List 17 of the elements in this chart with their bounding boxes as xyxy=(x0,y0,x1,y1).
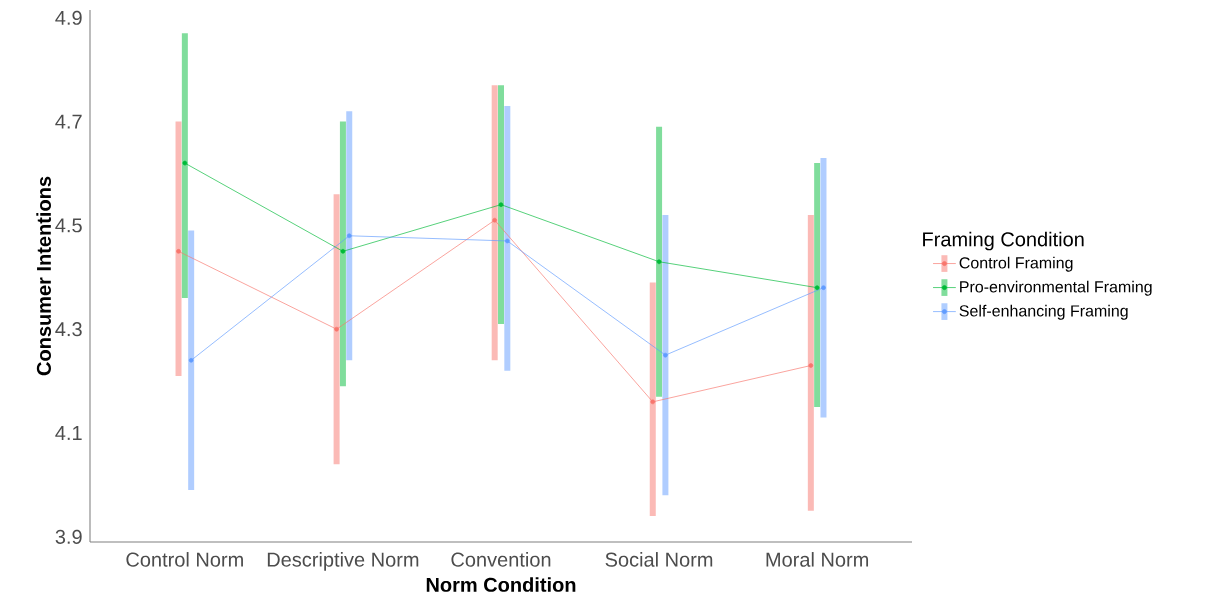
y-axis-title: Consumer Intentions xyxy=(36,176,51,376)
y-tick-label: 4.7 xyxy=(55,114,82,129)
x-tick-label: Social Norm xyxy=(605,552,713,567)
legend-label: Pro-environmental Framing xyxy=(960,280,1152,296)
x-tick-label: Convention xyxy=(451,552,551,567)
x-axis-title: Norm Condition xyxy=(426,577,576,592)
legend-label: Control Framing xyxy=(959,256,1073,272)
x-tick-label: Control Norm xyxy=(126,552,243,567)
legend-label: Self-enhancing Framing xyxy=(959,304,1128,320)
y-tick-label: 4.1 xyxy=(55,426,82,440)
x-tick-label: Moral Norm xyxy=(766,552,869,567)
y-tick-label: 4.5 xyxy=(55,218,82,233)
y-tick-label: 4.9 xyxy=(55,10,82,25)
x-tick-label: Descriptive Norm xyxy=(267,552,419,571)
y-tick-label: 4.3 xyxy=(55,322,82,337)
legend-title: Framing Condition xyxy=(923,231,1084,251)
y-tick-label: 3.9 xyxy=(55,529,82,544)
